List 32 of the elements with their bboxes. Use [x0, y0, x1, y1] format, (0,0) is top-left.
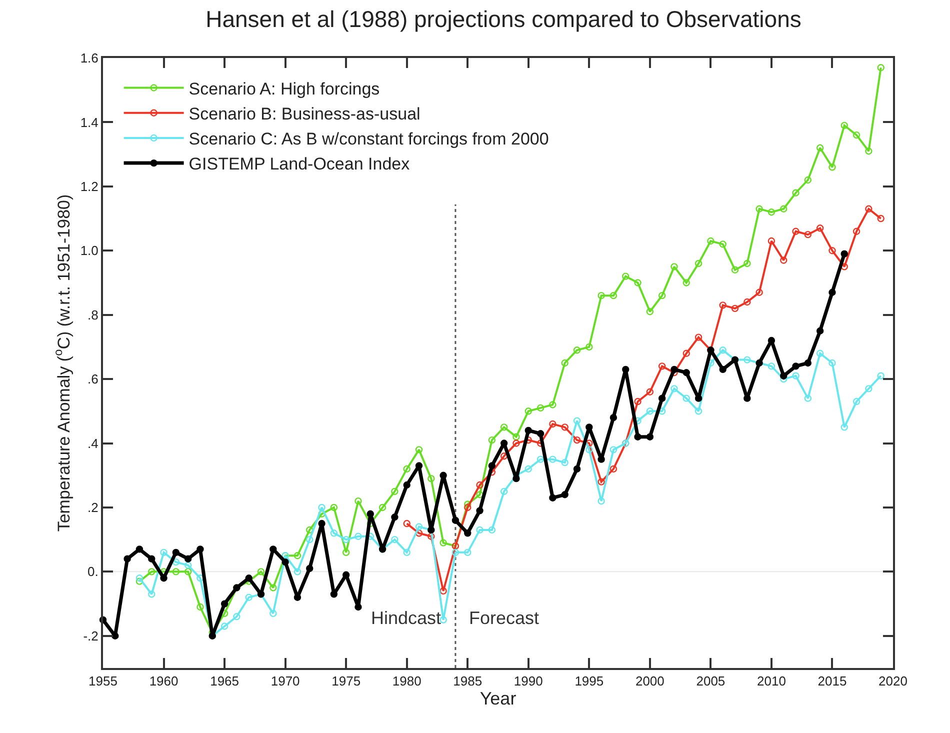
x-tick-label: 2015: [818, 674, 847, 689]
y-tick-label: 0.: [88, 564, 98, 580]
x-tick-label: 1975: [332, 674, 361, 689]
x-tick-label: 1970: [270, 674, 300, 689]
x-tick-label: 2000: [635, 674, 664, 689]
chart-title: Hansen et al (1988) projections compared to Observations: [206, 6, 802, 32]
legend-label: Scenario C: As B w/constant forcings from 2000: [188, 130, 549, 149]
y-tick-label: .4: [88, 436, 98, 451]
legend-label: GISTEMP Land-Ocean Index: [188, 154, 410, 174]
x-tick-label: 2005: [696, 674, 726, 689]
x-axis-title: Year: [480, 688, 516, 709]
legend-label: Scenario B: Business-as-usual: [188, 104, 420, 124]
legend-label: Scenario A: High forcings: [188, 79, 380, 98]
y-tick-label: 1.6: [80, 50, 98, 66]
x-tick-label: 1985: [453, 674, 482, 689]
y-tick-label: 1.2: [80, 178, 98, 194]
y-tick-label: .8: [88, 307, 98, 322]
y-tick-label: 1.4: [80, 114, 98, 130]
annotation: Forecast: [469, 608, 540, 628]
x-tick-label: 1980: [392, 674, 422, 689]
x-tick-label: 1960: [149, 674, 178, 689]
x-tick-label: 1995: [574, 674, 604, 689]
annotation: Hindcast: [371, 608, 442, 628]
x-tick-label: 2020: [878, 674, 908, 689]
x-tick-label: 1965: [210, 674, 239, 689]
y-tick-label: -.2: [83, 628, 98, 644]
y-tick-label: .6: [88, 372, 98, 387]
x-tick-label: 1955: [88, 674, 118, 689]
y-tick-label: 1.0: [80, 243, 98, 258]
y-tick-label: .2: [88, 500, 98, 516]
x-tick-label: 1990: [514, 674, 543, 689]
x-tick-label: 2010: [757, 674, 786, 689]
